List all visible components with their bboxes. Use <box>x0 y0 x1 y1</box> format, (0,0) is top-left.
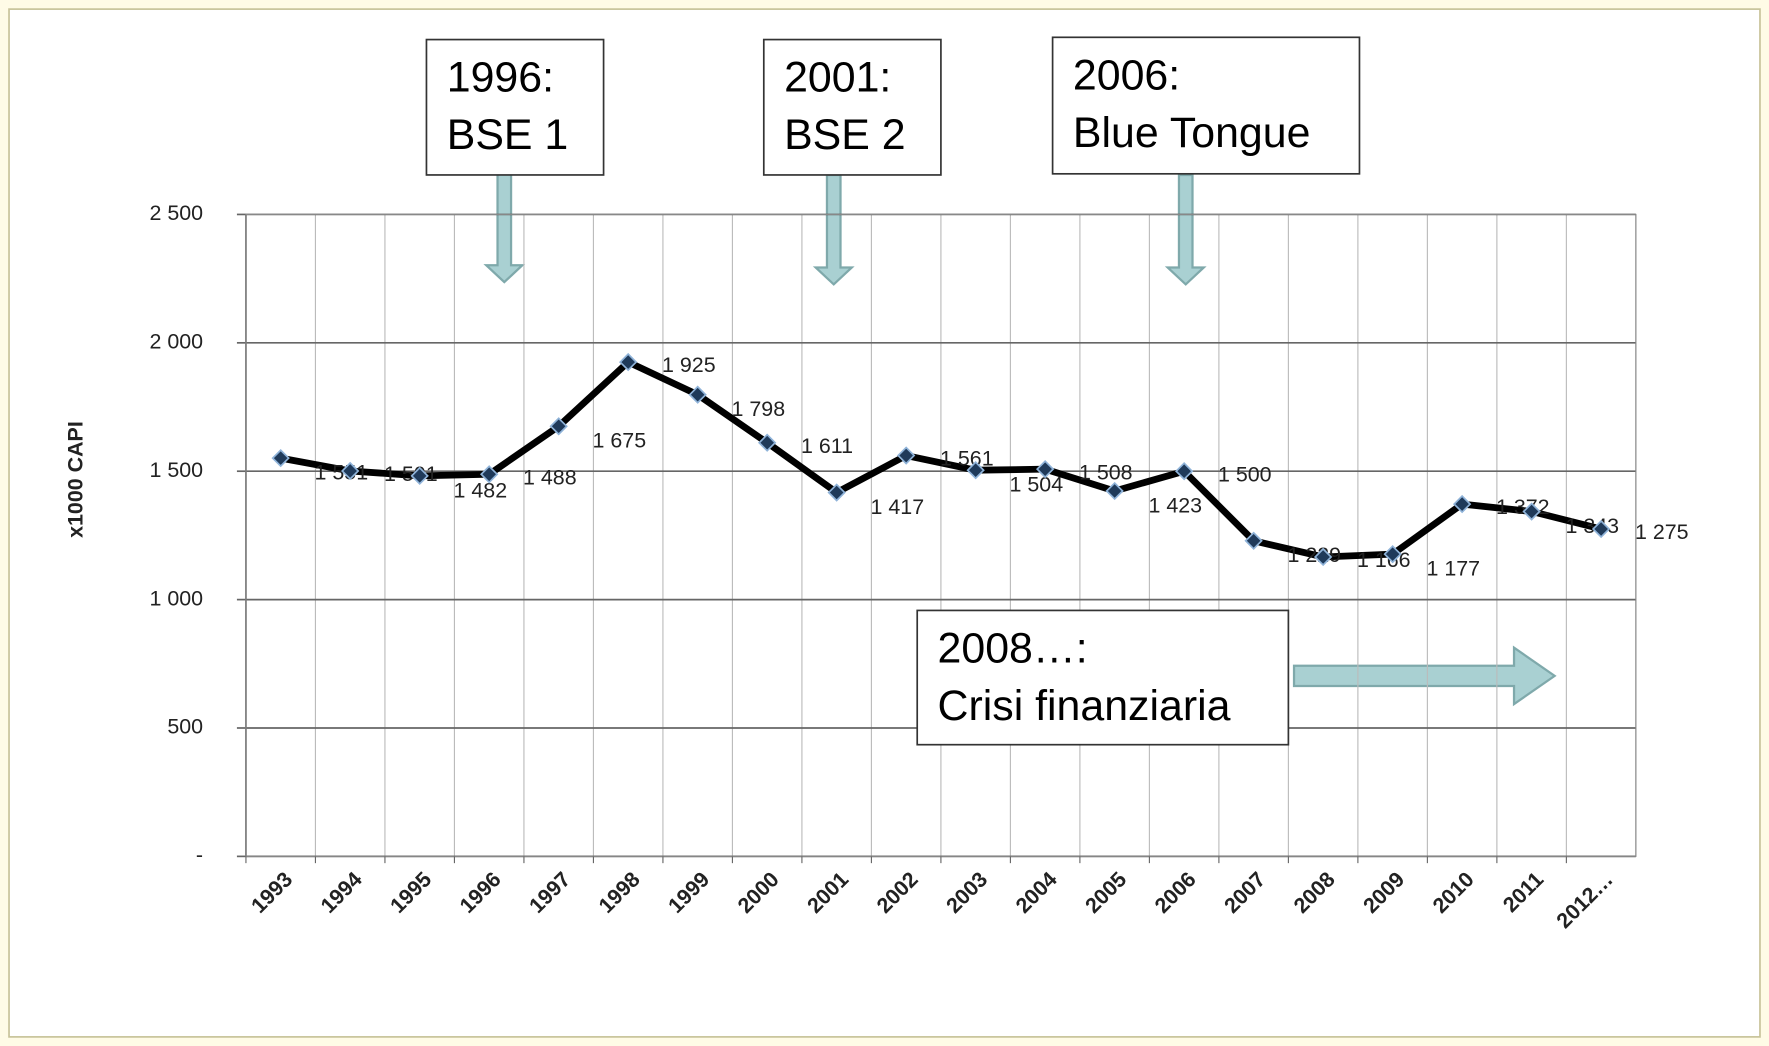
annotation-text: 2001: <box>784 54 891 102</box>
data-label: 1 500 <box>1218 462 1272 486</box>
data-point <box>827 483 846 502</box>
data-point <box>549 417 568 436</box>
y-tick-label: 2 000 <box>149 329 203 353</box>
data-point <box>757 433 777 452</box>
data-point <box>1452 494 1472 514</box>
annotation-box <box>916 609 1290 746</box>
data-point <box>1035 459 1055 479</box>
data-label: 1 488 <box>523 465 577 489</box>
data-point <box>688 385 707 404</box>
y-axis-label: x1000 CAPI <box>63 421 87 538</box>
data-label: 1 229 <box>1287 543 1341 567</box>
data-label: 1 372 <box>1496 495 1550 519</box>
annotation-text: Crisi finanziaria <box>938 682 1231 730</box>
data-label: 1 925 <box>662 353 716 377</box>
data-label: 1 482 <box>454 478 508 502</box>
annotation-text: 1996: <box>447 54 554 102</box>
data-label: 1 423 <box>1148 493 1202 517</box>
arrow <box>1164 173 1207 286</box>
data-label: 1 561 <box>940 447 994 471</box>
data-label: 1 504 <box>1010 473 1064 497</box>
annotation-text: 2008…: <box>938 624 1088 672</box>
annotation-text: BSE 2 <box>784 111 906 159</box>
data-point <box>1313 547 1333 567</box>
annotation-box <box>762 38 942 176</box>
y-tick-label: 500 <box>167 715 203 739</box>
data-point <box>341 461 360 481</box>
data-label: 1 166 <box>1357 548 1411 572</box>
y-tick-label: 2 500 <box>149 201 203 225</box>
annotation-text: 2006: <box>1073 51 1180 99</box>
data-point <box>896 446 916 465</box>
arrow <box>1292 645 1557 707</box>
data-label: 1 343 <box>1565 514 1619 538</box>
data-label: 1 675 <box>593 429 647 453</box>
data-point <box>1105 481 1124 501</box>
data-point <box>1383 544 1402 564</box>
data-label: 1 508 <box>1079 460 1133 484</box>
y-tick-label: 1 500 <box>149 458 203 482</box>
data-label: 1 417 <box>871 495 925 519</box>
annotation-text: BSE 1 <box>447 111 569 159</box>
y-tick-label: 1 000 <box>149 586 203 610</box>
data-point <box>1591 519 1611 539</box>
data-point <box>271 448 290 468</box>
arrows <box>483 171 1557 707</box>
data-label: 1 177 <box>1426 557 1480 581</box>
data-point <box>966 461 985 480</box>
data-label: 1 551 <box>315 461 369 485</box>
data-label: 1 275 <box>1635 520 1689 544</box>
data-point <box>1522 502 1541 521</box>
data-point <box>619 352 638 372</box>
arrow <box>812 173 855 286</box>
data-point <box>1244 531 1263 550</box>
data-label: 1 611 <box>801 434 853 458</box>
annotation-box <box>425 38 605 176</box>
data-point <box>410 466 429 486</box>
data-line <box>280 358 1602 561</box>
chart-frame <box>8 8 1761 1038</box>
data-label: 1 798 <box>732 397 786 421</box>
annotation-text: Blue Tongue <box>1073 109 1311 157</box>
data-label: 1 501 <box>384 462 438 486</box>
data-point <box>480 465 499 484</box>
annotation-box <box>1051 36 1361 175</box>
y-tick-label: - <box>196 843 203 867</box>
data-point <box>1174 462 1194 481</box>
arrow <box>483 171 526 284</box>
